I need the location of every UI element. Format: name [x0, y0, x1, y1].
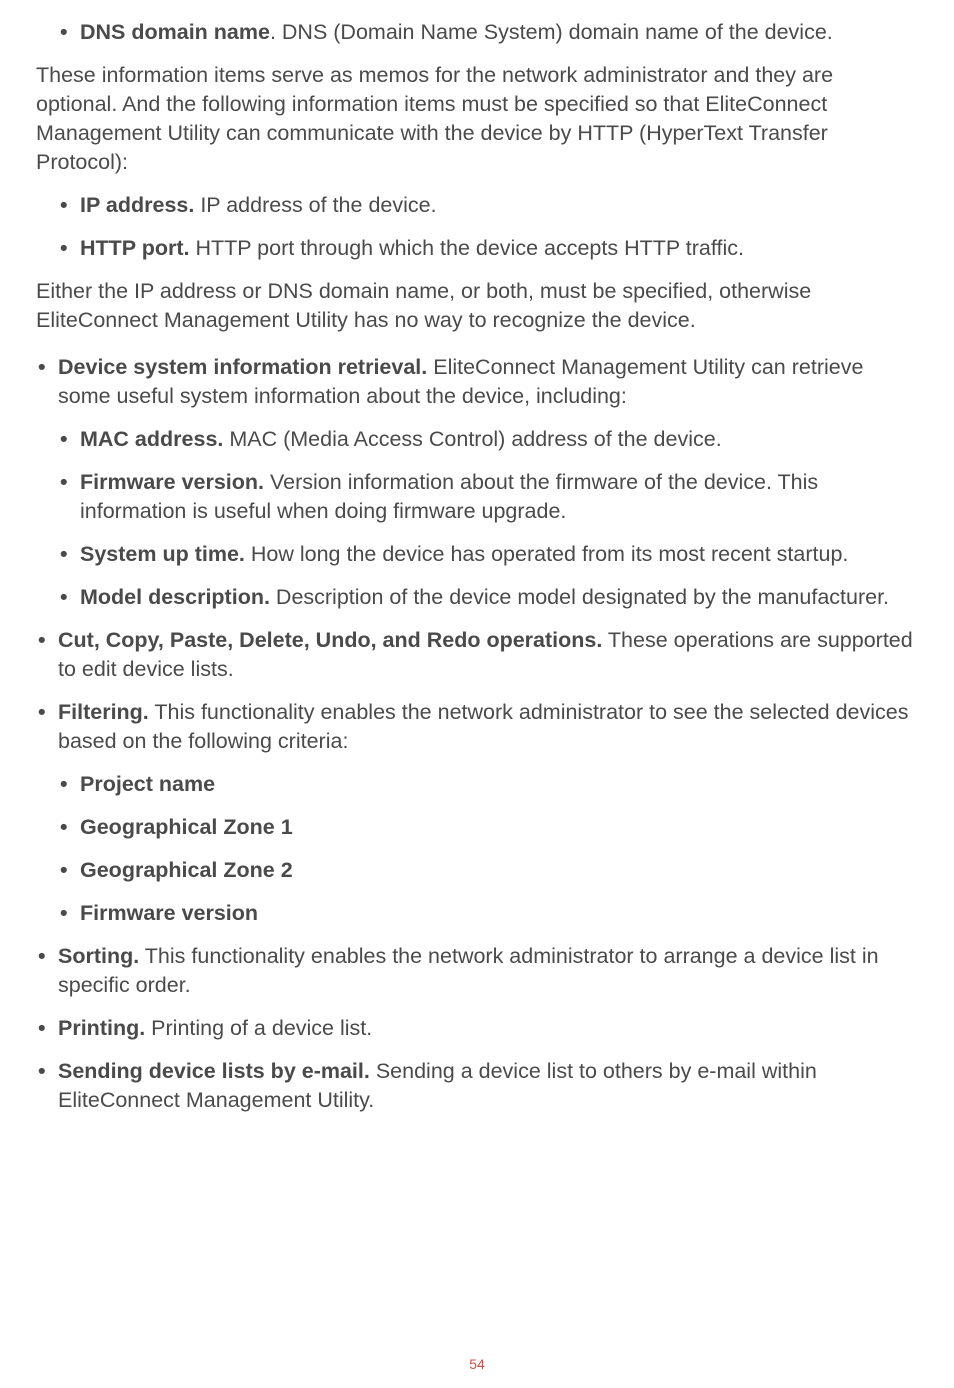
bullet-geo-zone-1: • Geographical Zone 1	[36, 813, 918, 842]
bullet-text: Cut, Copy, Paste, Delete, Undo, and Redo…	[58, 626, 918, 684]
item-text: This functionality enables the network a…	[58, 700, 908, 753]
bold-label: Model description.	[80, 585, 270, 609]
bullet-marker: •	[60, 583, 80, 612]
bullet-marker: •	[38, 353, 58, 411]
bullet-marker: •	[38, 1057, 58, 1115]
item-text: Description of the device model designat…	[270, 585, 889, 609]
bold-label: Device system information retrieval.	[58, 355, 427, 379]
bold-label: IP address.	[80, 193, 194, 217]
bold-label: Sending device lists by e-mail.	[58, 1059, 370, 1083]
bold-label: Sorting.	[58, 944, 139, 968]
bullet-marker: •	[60, 468, 80, 526]
bold-label: Firmware version.	[80, 470, 264, 494]
item-text: IP address of the device.	[194, 193, 436, 217]
item-text: How long the device has operated from it…	[245, 542, 849, 566]
bullet-sending-email: • Sending device lists by e-mail. Sendin…	[36, 1057, 918, 1115]
bullet-ip-address: • IP address. IP address of the device.	[36, 191, 918, 220]
bullet-project-name: • Project name	[36, 770, 918, 799]
bullet-cut-copy-paste: • Cut, Copy, Paste, Delete, Undo, and Re…	[36, 626, 918, 684]
bullet-system-up-time: • System up time. How long the device ha…	[36, 540, 918, 569]
bullet-text: Project name	[80, 770, 918, 799]
bullet-firmware-version: • Firmware version. Version information …	[36, 468, 918, 526]
bullet-marker: •	[60, 856, 80, 885]
item-text: Printing of a device list.	[145, 1016, 372, 1040]
bullet-http-port: • HTTP port. HTTP port through which the…	[36, 234, 918, 263]
bold-label: System up time.	[80, 542, 245, 566]
bullet-text: Firmware version	[80, 899, 918, 928]
paragraph-intro: These information items serve as memos f…	[36, 61, 918, 177]
bold-label: Geographical Zone 2	[80, 858, 293, 882]
bullet-text: Printing. Printing of a device list.	[58, 1014, 918, 1043]
bullet-marker: •	[60, 770, 80, 799]
bold-label: Filtering.	[58, 700, 149, 724]
bullet-text: Sending device lists by e-mail. Sending …	[58, 1057, 918, 1115]
bold-label: Geographical Zone 1	[80, 815, 293, 839]
bullet-marker: •	[38, 1014, 58, 1043]
bullet-text: HTTP port. HTTP port through which the d…	[80, 234, 918, 263]
bullet-marker: •	[38, 698, 58, 756]
bold-label: DNS domain name	[80, 20, 270, 44]
bullet-text: System up time. How long the device has …	[80, 540, 918, 569]
bullet-text: Device system information retrieval. Eli…	[58, 353, 918, 411]
paragraph-either: Either the IP address or DNS domain name…	[36, 277, 918, 335]
bullet-text: DNS domain name. DNS (Domain Name System…	[80, 18, 918, 47]
page-number: 54	[0, 1356, 954, 1372]
bullet-filtering: • Filtering. This functionality enables …	[36, 698, 918, 756]
bullet-marker: •	[60, 813, 80, 842]
bullet-text: Geographical Zone 2	[80, 856, 918, 885]
bullet-text: Filtering. This functionality enables th…	[58, 698, 918, 756]
bullet-marker: •	[38, 942, 58, 1000]
bullet-text: MAC address. MAC (Media Access Control) …	[80, 425, 918, 454]
bold-label: Project name	[80, 772, 215, 796]
item-text: MAC (Media Access Control) address of th…	[223, 427, 721, 451]
bullet-mac-address: • MAC address. MAC (Media Access Control…	[36, 425, 918, 454]
bullet-marker: •	[38, 626, 58, 684]
bullet-marker: •	[60, 425, 80, 454]
bullet-text: Model description. Description of the de…	[80, 583, 918, 612]
bullet-firmware-version-filter: • Firmware version	[36, 899, 918, 928]
item-text: This functionality enables the network a…	[58, 944, 879, 997]
bullet-model-description: • Model description. Description of the …	[36, 583, 918, 612]
bullet-text: Geographical Zone 1	[80, 813, 918, 842]
bullet-marker: •	[60, 540, 80, 569]
bold-label: MAC address.	[80, 427, 223, 451]
bullet-text: Firmware version. Version information ab…	[80, 468, 918, 526]
bold-label: Printing.	[58, 1016, 145, 1040]
item-text: HTTP port through which the device accep…	[189, 236, 743, 260]
bold-label: Firmware version	[80, 901, 258, 925]
bullet-printing: • Printing. Printing of a device list.	[36, 1014, 918, 1043]
bold-label: Cut, Copy, Paste, Delete, Undo, and Redo…	[58, 628, 602, 652]
item-text: . DNS (Domain Name System) domain name o…	[270, 20, 833, 44]
bullet-geo-zone-2: • Geographical Zone 2	[36, 856, 918, 885]
bullet-text: Sorting. This functionality enables the …	[58, 942, 918, 1000]
bullet-marker: •	[60, 191, 80, 220]
bullet-marker: •	[60, 18, 80, 47]
bullet-device-system: • Device system information retrieval. E…	[36, 353, 918, 411]
bold-label: HTTP port.	[80, 236, 189, 260]
bullet-marker: •	[60, 234, 80, 263]
bullet-sorting: • Sorting. This functionality enables th…	[36, 942, 918, 1000]
bullet-dns-domain: • DNS domain name. DNS (Domain Name Syst…	[36, 18, 918, 47]
bullet-text: IP address. IP address of the device.	[80, 191, 918, 220]
bullet-marker: •	[60, 899, 80, 928]
